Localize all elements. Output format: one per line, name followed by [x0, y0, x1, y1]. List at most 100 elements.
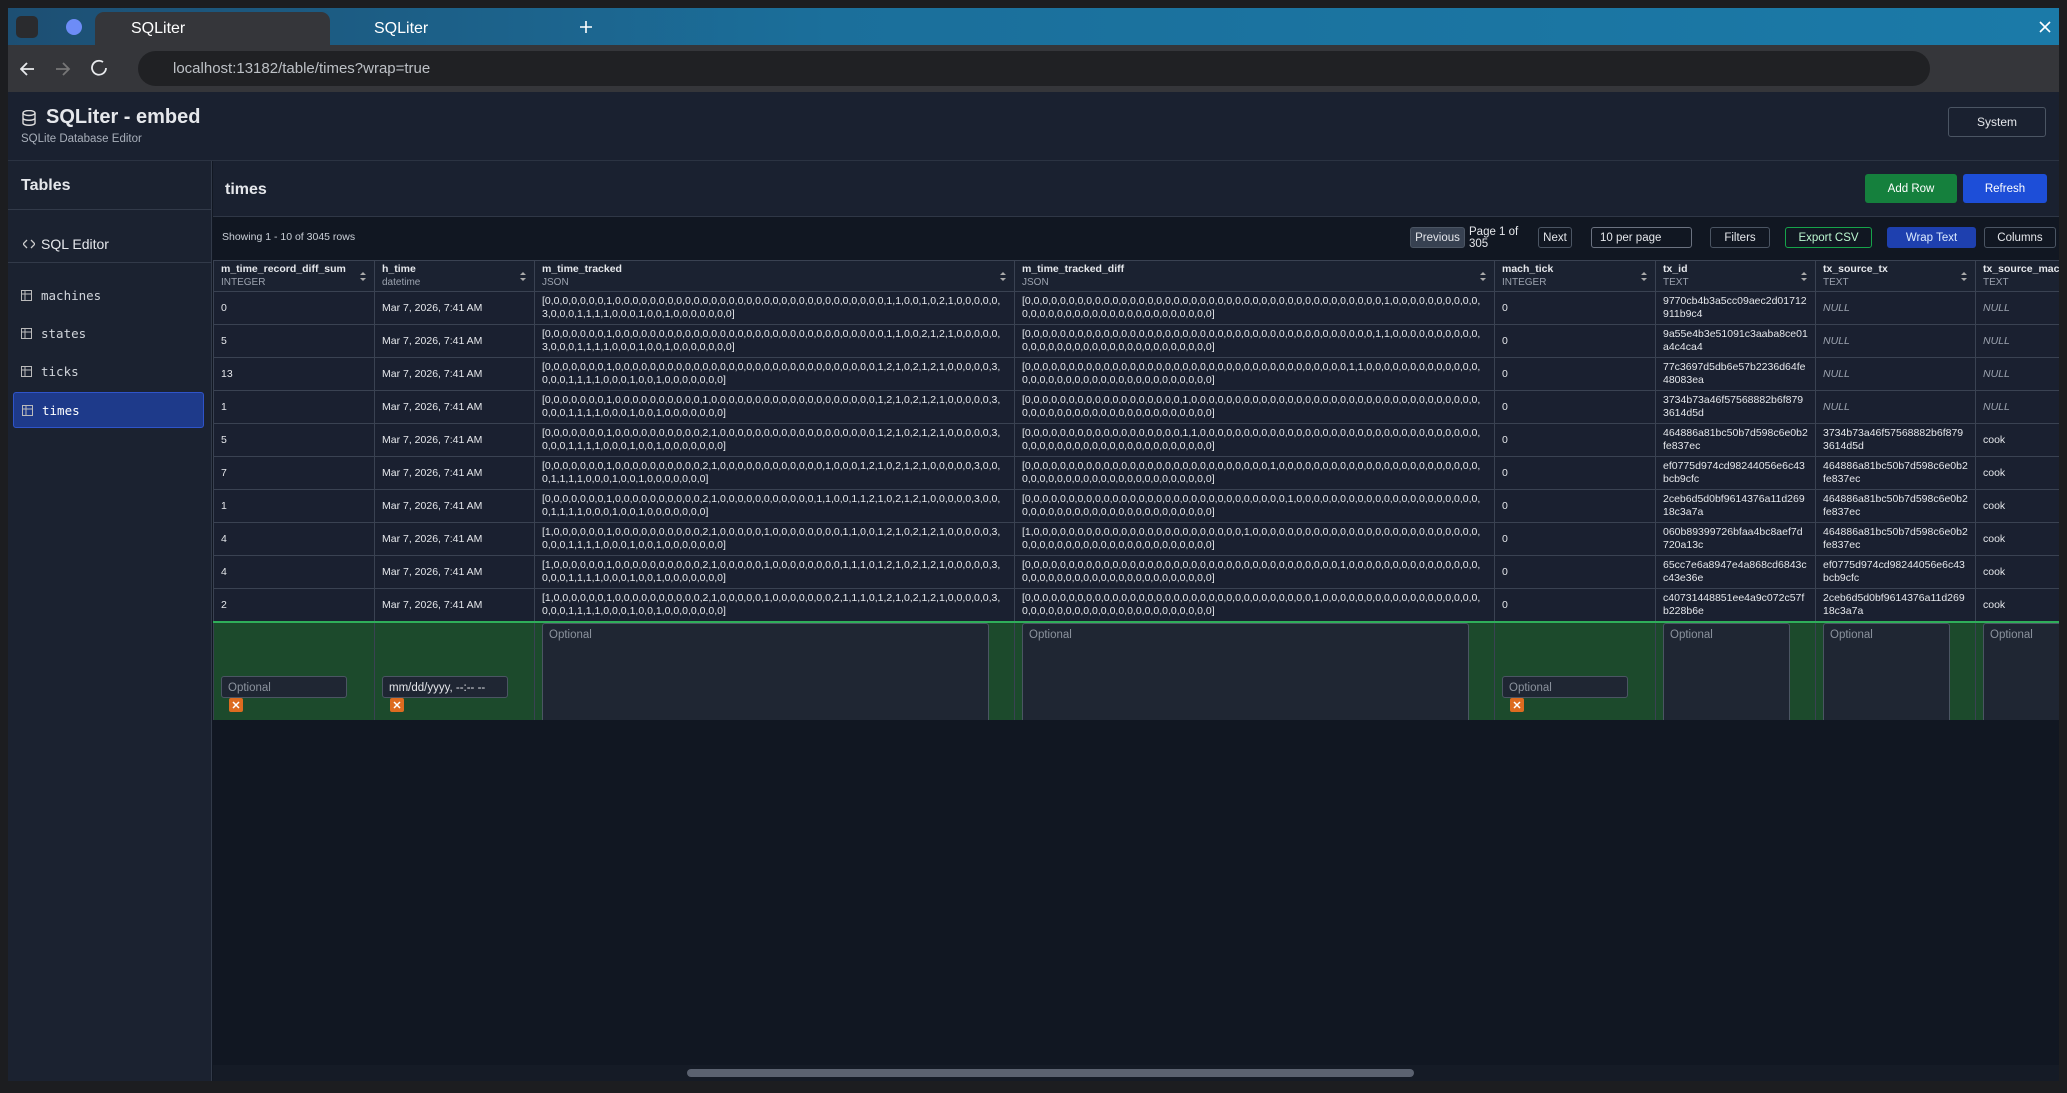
- column-header[interactable]: tx_id TEXT: [1655, 260, 1816, 292]
- cell[interactable]: 5: [213, 324, 375, 358]
- table-link[interactable]: states: [13, 316, 204, 352]
- url-field[interactable]: localhost:13182/table/times?wrap=true: [138, 51, 1930, 86]
- cell[interactable]: 0: [1494, 555, 1656, 589]
- toolbar-columns[interactable]: Columns: [1984, 227, 2056, 248]
- sort-icon[interactable]: [1641, 272, 1647, 281]
- cell[interactable]: cook: [1975, 555, 2059, 589]
- cell[interactable]: NULL: [1975, 291, 2059, 325]
- refresh-button[interactable]: Refresh: [1963, 174, 2047, 203]
- tab[interactable]: SQLiter: [95, 12, 330, 45]
- cell[interactable]: 2ceb6d5d0bf9614376a11d26918c3a7a: [1655, 489, 1816, 523]
- cell[interactable]: [0,0,0,0,0,0,0,0,0,0,0,0,0,0,0,0,0,0,0,0…: [1014, 357, 1495, 391]
- cell[interactable]: [0,0,0,0,0,0,0,0,0,0,0,0,0,0,0,0,0,0,0,0…: [1014, 291, 1495, 325]
- cell[interactable]: 0: [1494, 423, 1656, 457]
- cell[interactable]: 0: [1494, 390, 1656, 424]
- cell[interactable]: 464886a81bc50b7d598c6e0b2fe837ec: [1815, 489, 1976, 523]
- clear-button[interactable]: [229, 697, 243, 712]
- cell[interactable]: [0,0,0,0,0,0,0,1,0,0,0,0,0,0,0,0,0,0,0,0…: [534, 291, 1015, 325]
- sql-editor-link[interactable]: SQL Editor: [41, 236, 109, 252]
- cell[interactable]: c40731448851ee4a9c072c57fb228b6e: [1655, 588, 1816, 623]
- clear-button[interactable]: [1510, 697, 1524, 712]
- cell[interactable]: cook: [1975, 423, 2059, 457]
- cell[interactable]: 13: [213, 357, 375, 391]
- cell[interactable]: 0: [1494, 357, 1656, 391]
- theme-select[interactable]: System: [1948, 107, 2046, 137]
- cell[interactable]: Mar 7, 2026, 7:41 AM: [374, 489, 535, 523]
- cell[interactable]: 3734b73a46f57568882b6f8793614d5d: [1815, 423, 1976, 457]
- cell[interactable]: 4: [213, 522, 375, 556]
- table-link[interactable]: ticks: [13, 354, 204, 390]
- cell[interactable]: [0,0,0,0,0,0,0,0,0,0,0,0,0,0,0,0,0,0,0,0…: [1014, 324, 1495, 358]
- cell[interactable]: [0,0,0,0,0,0,0,1,0,0,0,0,0,0,0,0,0,0,2,1…: [534, 456, 1015, 490]
- cell[interactable]: 0: [213, 291, 375, 325]
- toolbar-per-page[interactable]: 10 per page: [1591, 227, 1692, 248]
- cell[interactable]: Mar 7, 2026, 7:41 AM: [374, 423, 535, 457]
- input[interactable]: Optional: [1823, 624, 1950, 720]
- cell[interactable]: 464886a81bc50b7d598c6e0b2fe837ec: [1655, 423, 1816, 457]
- column-header[interactable]: m_time_record_diff_sum INTEGER: [213, 260, 375, 292]
- cell[interactable]: NULL: [1975, 324, 2059, 358]
- cell[interactable]: 1: [213, 489, 375, 523]
- close-window[interactable]: [2038, 20, 2052, 34]
- column-header[interactable]: h_time datetime: [374, 260, 535, 292]
- cell[interactable]: [0,0,0,0,0,0,0,1,0,0,0,0,0,0,0,0,0,0,0,0…: [534, 324, 1015, 358]
- input[interactable]: Optional: [542, 624, 989, 720]
- cell[interactable]: [0,0,0,0,0,0,0,1,0,0,0,0,0,0,0,0,0,0,2,1…: [534, 489, 1015, 523]
- scroll-thumb[interactable]: [687, 1069, 1414, 1077]
- input[interactable]: Optional: [1502, 675, 1628, 698]
- column-header[interactable]: tx_source_machine TEXT: [1975, 260, 2059, 292]
- cell[interactable]: Mar 7, 2026, 7:41 AM: [374, 390, 535, 424]
- cell[interactable]: [0,0,0,0,0,0,0,1,0,0,0,0,0,0,0,0,0,0,2,1…: [534, 423, 1015, 457]
- cell[interactable]: NULL: [1815, 390, 1976, 424]
- cell[interactable]: 060b89399726bfaa4bc8aef7d720a13c: [1655, 522, 1816, 556]
- cell[interactable]: [1,0,0,0,0,0,0,1,0,0,0,0,0,0,0,0,0,0,2,1…: [534, 555, 1015, 589]
- column-header[interactable]: m_time_tracked JSON: [534, 260, 1015, 292]
- table-link[interactable]: machines: [13, 278, 204, 314]
- cell[interactable]: cook: [1975, 588, 2059, 623]
- cell[interactable]: [0,0,0,0,0,0,0,0,0,0,0,0,0,0,0,0,0,0,0,0…: [1014, 588, 1495, 623]
- clear-button[interactable]: [390, 697, 404, 712]
- cell[interactable]: 0: [1494, 291, 1656, 325]
- cell[interactable]: 0: [1494, 489, 1656, 523]
- column-header[interactable]: mach_tick INTEGER: [1494, 260, 1656, 292]
- sort-icon[interactable]: [360, 272, 366, 281]
- cell[interactable]: NULL: [1815, 324, 1976, 358]
- cell[interactable]: 0: [1494, 522, 1656, 556]
- cell[interactable]: 0: [1494, 456, 1656, 490]
- cell[interactable]: Mar 7, 2026, 7:41 AM: [374, 588, 535, 623]
- cell[interactable]: 77c3697d5db6e57b2236d64fe48083ea: [1655, 357, 1816, 391]
- cell[interactable]: NULL: [1815, 291, 1976, 325]
- tab-menu[interactable]: [16, 16, 38, 38]
- cell[interactable]: NULL: [1815, 357, 1976, 391]
- cell[interactable]: 1: [213, 390, 375, 424]
- cell[interactable]: ef0775d974cd98244056e6c43bcb9cfc: [1655, 456, 1816, 490]
- table-link[interactable]: times: [13, 392, 204, 428]
- cell[interactable]: 3734b73a46f57568882b6f8793614d5d: [1655, 390, 1816, 424]
- cell[interactable]: 2: [213, 588, 375, 623]
- cell[interactable]: cook: [1975, 489, 2059, 523]
- cell[interactable]: Mar 7, 2026, 7:41 AM: [374, 456, 535, 490]
- nav-buttons[interactable]: [20, 59, 110, 79]
- cell[interactable]: [1,0,0,0,0,0,0,0,0,0,0,0,0,0,0,0,0,0,0,0…: [1014, 522, 1495, 556]
- cell[interactable]: 464886a81bc50b7d598c6e0b2fe837ec: [1815, 522, 1976, 556]
- cell[interactable]: Mar 7, 2026, 7:41 AM: [374, 357, 535, 391]
- input[interactable]: mm/dd/yyyy, --:-- --: [382, 675, 508, 698]
- cell[interactable]: 7: [213, 456, 375, 490]
- input[interactable]: Optional: [1983, 624, 2059, 720]
- cell[interactable]: [0,0,0,0,0,0,0,0,0,0,0,0,0,0,0,0,0,0,1,1…: [1014, 423, 1495, 457]
- cell[interactable]: 464886a81bc50b7d598c6e0b2fe837ec: [1815, 456, 1976, 490]
- cell[interactable]: ef0775d974cd98244056e6c43bcb9cfc: [1815, 555, 1976, 589]
- sort-icon[interactable]: [1480, 272, 1486, 281]
- cell[interactable]: Mar 7, 2026, 7:41 AM: [374, 324, 535, 358]
- column-header[interactable]: m_time_tracked_diff JSON: [1014, 260, 1495, 292]
- input[interactable]: Optional: [1663, 624, 1790, 720]
- cell[interactable]: [1,0,0,0,0,0,0,1,0,0,0,0,0,0,0,0,0,0,2,1…: [534, 588, 1015, 623]
- add-row-button[interactable]: Add Row: [1865, 174, 1957, 203]
- cell[interactable]: 0: [1494, 324, 1656, 358]
- cell[interactable]: [0,0,0,0,0,0,0,1,0,0,0,0,0,0,0,0,0,0,0,0…: [534, 357, 1015, 391]
- column-header[interactable]: tx_source_tx TEXT: [1815, 260, 1976, 292]
- cell[interactable]: cook: [1975, 456, 2059, 490]
- toolbar-filters[interactable]: Filters: [1710, 227, 1770, 248]
- sort-icon[interactable]: [520, 272, 526, 281]
- cell[interactable]: NULL: [1975, 390, 2059, 424]
